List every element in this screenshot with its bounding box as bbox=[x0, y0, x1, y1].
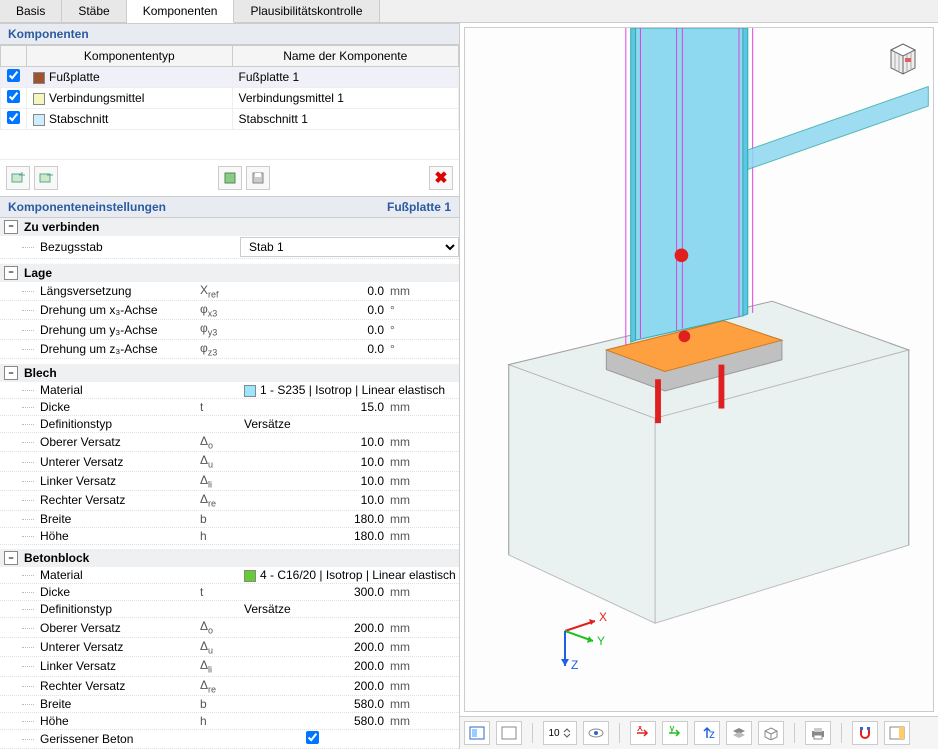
layers-button[interactable] bbox=[726, 721, 752, 745]
svg-text:Y: Y bbox=[597, 634, 605, 648]
value-input[interactable]: 200.0 bbox=[240, 679, 390, 693]
settings-title: Komponenteneinstellungen bbox=[8, 200, 166, 214]
arrow-y-button[interactable]: y bbox=[662, 721, 688, 745]
tab-plausibilitätskontrolle[interactable]: Plausibilitätskontrolle bbox=[234, 0, 379, 22]
print-button[interactable] bbox=[805, 721, 831, 745]
blech-deftyp[interactable]: Versätze bbox=[240, 417, 459, 431]
value-input[interactable]: 0.0 bbox=[240, 342, 390, 356]
left-panel: Komponenten Komponententyp Name der Komp… bbox=[0, 23, 460, 749]
beton-deftyp[interactable]: Versätze bbox=[240, 602, 459, 616]
eye-button[interactable] bbox=[583, 721, 609, 745]
value-input[interactable]: 0.0 bbox=[240, 303, 390, 317]
arrow-z-button[interactable]: z bbox=[694, 721, 720, 745]
component-row[interactable]: Verbindungsmittel Verbindungsmittel 1 bbox=[1, 88, 459, 109]
component-checkbox[interactable] bbox=[7, 90, 20, 103]
iso-button[interactable] bbox=[758, 721, 784, 745]
magnet-button[interactable] bbox=[852, 721, 878, 745]
group-lage: − Lage bbox=[0, 264, 459, 282]
component-checkbox[interactable] bbox=[7, 69, 20, 82]
settings-subtitle: Fußplatte 1 bbox=[387, 200, 451, 214]
tab-stäbe[interactable]: Stäbe bbox=[62, 0, 126, 22]
zoom-button[interactable]: 10 bbox=[543, 721, 577, 745]
tab-komponenten[interactable]: Komponenten bbox=[127, 0, 235, 23]
blech-hoehe[interactable]: 180.0 bbox=[240, 529, 390, 543]
svg-text:X: X bbox=[599, 610, 607, 624]
blech-breite[interactable]: 180.0 bbox=[240, 512, 390, 526]
col-name: Name der Komponente bbox=[232, 46, 458, 67]
viewport-3d[interactable]: X Y Z bbox=[464, 27, 934, 712]
component-checkbox[interactable] bbox=[7, 111, 20, 124]
delete-button[interactable]: ✖ bbox=[429, 166, 453, 190]
bezugsstab-label: Bezugsstab bbox=[0, 240, 200, 254]
blech-material[interactable]: 1 - S235 | Isotrop | Linear elastisch bbox=[240, 383, 459, 397]
svg-text:Z: Z bbox=[571, 658, 578, 672]
value-input[interactable]: 10.0 bbox=[240, 435, 390, 449]
bezugsstab-select[interactable]: Stab 1 bbox=[240, 237, 459, 257]
svg-text:z: z bbox=[709, 727, 715, 740]
value-input[interactable]: 10.0 bbox=[240, 493, 390, 507]
group-blech: − Blech bbox=[0, 364, 459, 382]
value-input[interactable]: 200.0 bbox=[240, 659, 390, 673]
axes-indicator: X Y Z bbox=[545, 601, 625, 681]
components-header: Komponenten bbox=[0, 23, 459, 45]
material-label: Material bbox=[0, 383, 200, 397]
view-mode-button-2[interactable] bbox=[496, 721, 522, 745]
group-zu-verbinden: − Zu verbinden bbox=[0, 218, 459, 236]
beton-dicke[interactable]: 300.0 bbox=[240, 585, 390, 599]
beton-hoehe[interactable]: 580.0 bbox=[240, 714, 390, 728]
value-input[interactable]: 0.0 bbox=[240, 284, 390, 298]
viewport-toolbar: 10 x y z bbox=[460, 716, 938, 749]
expander-icon[interactable]: − bbox=[4, 366, 18, 380]
remove-button[interactable] bbox=[34, 166, 58, 190]
expander-icon[interactable]: − bbox=[4, 220, 18, 234]
component-row[interactable]: Fußplatte Fußplatte 1 bbox=[1, 67, 459, 88]
svg-text:y: y bbox=[669, 726, 675, 734]
gerissener-checkbox[interactable] bbox=[306, 731, 319, 744]
group-betonblock: − Betonblock bbox=[0, 549, 459, 567]
tab-bar: BasisStäbeKomponentenPlausibilitätskontr… bbox=[0, 0, 938, 23]
value-input[interactable]: 10.0 bbox=[240, 474, 390, 488]
value-input[interactable]: 10.0 bbox=[240, 455, 390, 469]
panel-button[interactable] bbox=[884, 721, 910, 745]
value-input[interactable]: 200.0 bbox=[240, 640, 390, 654]
blech-dicke[interactable]: 15.0 bbox=[240, 400, 390, 414]
components-toolbar: ✖ bbox=[0, 159, 459, 196]
beton-breite[interactable]: 580.0 bbox=[240, 697, 390, 711]
components-title: Komponenten bbox=[8, 27, 89, 41]
arrow-x-button[interactable]: x bbox=[630, 721, 656, 745]
expander-icon[interactable]: − bbox=[4, 551, 18, 565]
expander-icon[interactable]: − bbox=[4, 266, 18, 280]
viewcube[interactable] bbox=[883, 38, 923, 78]
view-mode-button[interactable] bbox=[464, 721, 490, 745]
settings-header: Komponenteneinstellungen Fußplatte 1 bbox=[0, 196, 459, 218]
save-button[interactable] bbox=[246, 166, 270, 190]
beton-material[interactable]: 4 - C16/20 | Isotrop | Linear elastisch bbox=[240, 568, 459, 582]
component-row[interactable]: Stabschnitt Stabschnitt 1 bbox=[1, 109, 459, 130]
library-button[interactable] bbox=[218, 166, 242, 190]
svg-text:x: x bbox=[637, 726, 643, 734]
add-button[interactable] bbox=[6, 166, 30, 190]
col-type: Komponententyp bbox=[27, 46, 233, 67]
tab-basis[interactable]: Basis bbox=[0, 0, 62, 22]
value-input[interactable]: 0.0 bbox=[240, 323, 390, 337]
components-table: Komponententyp Name der Komponente Fußpl… bbox=[0, 45, 459, 130]
value-input[interactable]: 200.0 bbox=[240, 621, 390, 635]
